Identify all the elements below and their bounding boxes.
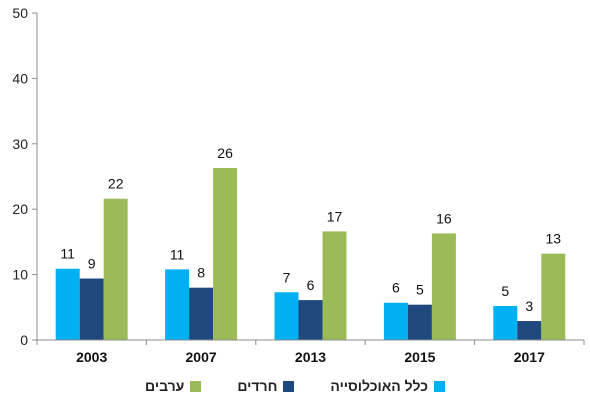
bar [55, 268, 80, 340]
x-tick-label: 2007 [186, 349, 217, 365]
legend-swatch-arabs [190, 380, 202, 392]
bar [79, 278, 104, 340]
y-tick-label: 50 [12, 5, 28, 21]
y-tick-label: 30 [12, 136, 28, 152]
y-tick-label: 0 [20, 332, 28, 348]
x-tick-label: 2015 [404, 349, 435, 365]
legend-item-general-population: כלל האוכלוסייה [330, 378, 445, 394]
x-tick-label: 2003 [76, 349, 107, 365]
legend-label-haredim: חרדים [237, 378, 278, 394]
data-label: 13 [546, 231, 562, 247]
legend-item-haredim: חרדים [237, 378, 295, 394]
bar [383, 302, 408, 340]
data-label: 5 [416, 282, 424, 298]
bar [541, 253, 566, 340]
data-label: 5 [501, 283, 509, 299]
legend-label-general-population: כלל האוכלוסייה [330, 378, 428, 394]
data-label: 7 [283, 269, 291, 285]
legend-swatch-general-population [433, 380, 445, 392]
data-label: 22 [108, 176, 124, 192]
x-axis: 2003 2007 2013 2015 2017 [36, 339, 585, 365]
x-tick-label: 2013 [295, 349, 326, 365]
data-label: 6 [392, 280, 400, 296]
data-label: 16 [436, 210, 452, 226]
x-tick-label: 2017 [514, 349, 545, 365]
y-tick-label: 40 [12, 70, 28, 86]
bar [298, 300, 323, 340]
data-label: 6 [307, 277, 315, 293]
bar [165, 269, 190, 340]
y-axis: 0 10 20 30 40 50 [12, 5, 38, 348]
data-label: 9 [88, 256, 96, 272]
bar [322, 231, 347, 340]
data-label: 8 [197, 265, 205, 281]
legend: כלל האוכלוסייה חרדים ערבים [0, 374, 590, 398]
bar [407, 304, 432, 340]
data-label: 11 [170, 246, 185, 262]
legend-swatch-haredim [283, 380, 295, 392]
bar [274, 292, 299, 340]
bar [189, 287, 214, 340]
y-tick-label: 10 [12, 267, 28, 283]
bar [517, 321, 542, 340]
bar [493, 305, 518, 340]
data-label: 11 [60, 246, 75, 262]
data-label: 17 [327, 208, 343, 224]
data-label: 26 [217, 145, 233, 161]
legend-item-arabs: ערבים [145, 378, 202, 394]
bar [103, 198, 128, 340]
y-tick-label: 20 [12, 201, 28, 217]
data-label: 3 [525, 298, 533, 314]
bar [213, 167, 238, 340]
legend-label-arabs: ערבים [145, 378, 185, 394]
bar [431, 233, 456, 340]
